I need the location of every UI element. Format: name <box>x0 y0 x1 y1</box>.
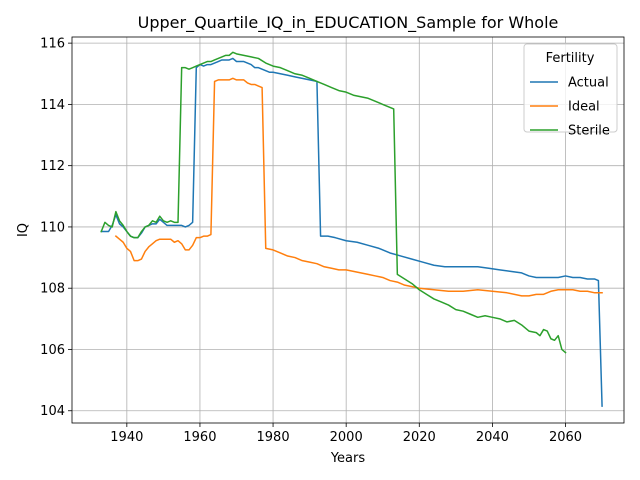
axis-ticks: 1940 1960 1980 2000 2020 2040 2060 104 106 108 110… <box>40 37 582 445</box>
x-tick-label: 1940 <box>110 430 143 445</box>
y-tick-label: 110 <box>40 220 65 235</box>
legend: Fertility Actual Ideal Sterile <box>523 43 618 139</box>
y-axis-title: IQ <box>16 223 31 237</box>
x-axis-title: Years <box>330 451 366 466</box>
x-tick-label: 1980 <box>257 430 290 445</box>
y-tick-label: 112 <box>40 159 65 174</box>
x-tick-label: 1960 <box>183 430 216 445</box>
y-tick-label: 114 <box>40 98 65 113</box>
chart-title: Upper_Quartile_IQ_in_EDUCATION_Sample fo… <box>138 13 559 33</box>
legend-label-ideal: Ideal <box>568 100 600 115</box>
x-tick-label: 2000 <box>330 430 363 445</box>
grid <box>72 37 624 423</box>
x-tick-label: 2040 <box>476 430 509 445</box>
series-line-sterile <box>100 51 567 354</box>
series-line-actual <box>100 57 603 407</box>
legend-label-sterile: Sterile <box>568 124 610 139</box>
series-group <box>100 51 603 407</box>
x-tick-label: 2060 <box>549 430 582 445</box>
legend-label-actual: Actual <box>568 76 609 91</box>
y-tick-label: 106 <box>40 343 65 358</box>
y-tick-label: 116 <box>40 37 65 52</box>
x-tick-label: 2020 <box>403 430 436 445</box>
y-tick-label: 104 <box>40 404 65 419</box>
legend-box <box>523 43 618 133</box>
y-tick-label: 108 <box>40 282 65 297</box>
plot-area-frame <box>71 36 625 424</box>
legend-entries: Actual Ideal Sterile <box>530 76 610 139</box>
series-line-ideal <box>114 77 603 297</box>
legend-title: Fertility <box>546 51 595 66</box>
